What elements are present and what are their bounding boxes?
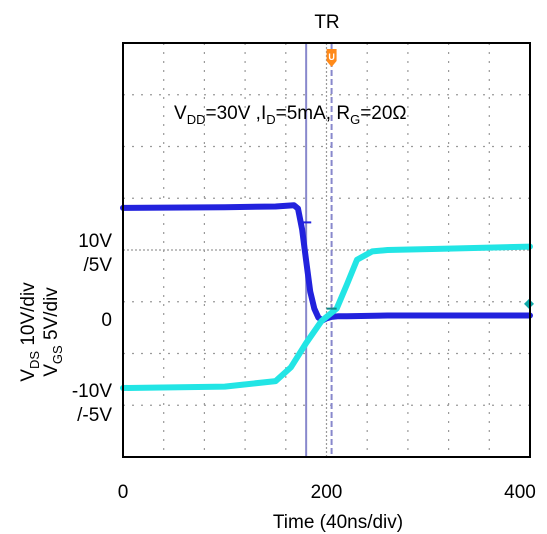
y-tick-label-minus-10: -10V — [72, 381, 112, 402]
x-tick-label-0: 0 — [118, 482, 129, 503]
plot-frame — [122, 42, 531, 458]
y-tick-label-10: 10V — [78, 231, 112, 252]
vds-scale: 10V/div — [18, 282, 39, 351]
vdd-subscript: DD — [187, 112, 206, 127]
vdd-symbol: V — [174, 103, 187, 124]
trigger-marker-label: U — [328, 52, 335, 62]
x-tick-label-400: 400 — [504, 482, 536, 503]
id-subscript: D — [266, 112, 275, 127]
rg-value: =20Ω — [360, 103, 406, 124]
x-tick-label-200: 200 — [311, 482, 343, 503]
rg-symbol: R — [336, 103, 350, 124]
test-conditions: VDD=30V ,ID=5mA, RG=20Ω — [174, 103, 407, 127]
chart-series — [120, 202, 534, 391]
series-line-vgs — [120, 243, 533, 391]
vgs-scale: 5V/div — [41, 287, 62, 346]
vdd-value: =30V , — [205, 103, 260, 124]
y-tick-label-5: /5V — [83, 255, 112, 276]
id-symbol: I — [261, 103, 266, 124]
y-tick-label-0: 0 — [101, 310, 112, 331]
y-axis-label-vgs: VGS 5V/div — [41, 287, 65, 377]
series-line-vds — [120, 202, 533, 324]
x-axis-label: Time (40ns/div) — [273, 512, 403, 533]
vgs-symbol: V — [41, 364, 62, 377]
vds-subscript: DS — [27, 351, 42, 369]
chart-title: TR — [314, 12, 339, 33]
rg-subscript: G — [350, 112, 360, 127]
id-value: =5mA, — [276, 103, 337, 124]
trigger-marker: U — [326, 49, 337, 67]
vgs-subscript: GS — [50, 345, 65, 364]
vds-symbol: V — [18, 369, 39, 382]
y-tick-label-minus-5: /-5V — [77, 405, 112, 426]
y-axis-label-vds: VDS 10V/div — [18, 282, 42, 382]
